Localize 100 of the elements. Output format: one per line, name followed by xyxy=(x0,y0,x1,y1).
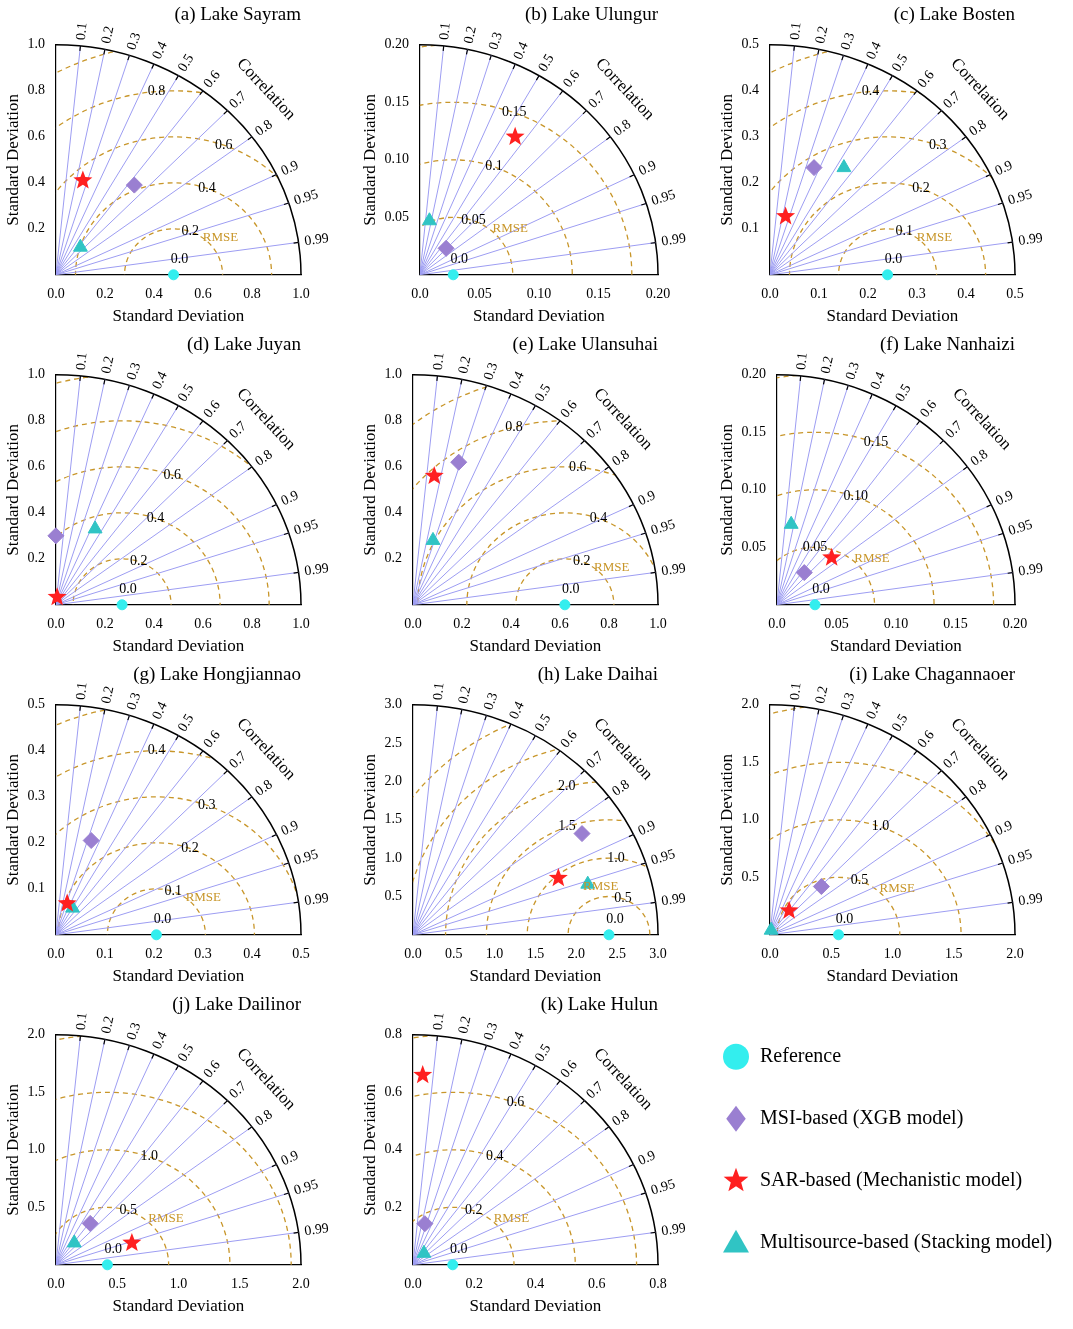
x-tick-label: 0.4 xyxy=(243,945,261,961)
annotation: 0.2 xyxy=(455,1014,474,1035)
annotation: 0.99 xyxy=(1017,229,1044,248)
x-tick-label: 1.0 xyxy=(169,1275,188,1291)
y-tick-label: 0.4 xyxy=(27,504,45,520)
x-tick-label: 0.1 xyxy=(96,945,114,961)
x-tick-label: 1.0 xyxy=(292,285,310,301)
y-tick-label: 2.5 xyxy=(384,734,402,750)
annotation: 0.2 xyxy=(98,24,117,45)
annotation: 0.3 xyxy=(480,690,501,712)
y-tick-label: 1.5 xyxy=(384,811,402,827)
y-tick-label: 0.5 xyxy=(741,868,759,884)
y-tick-label: 0.3 xyxy=(741,128,759,144)
y-tick-label: 0.2 xyxy=(384,550,402,566)
annotation: 0.3 xyxy=(842,360,862,382)
y-tick-label: 0.2 xyxy=(384,1198,402,1214)
x-tick-label: 0.10 xyxy=(883,615,909,631)
x-tick-label: 0.6 xyxy=(587,1275,606,1291)
x-tick-label: 0.0 xyxy=(47,945,65,961)
y-tick-label: 0.05 xyxy=(741,538,766,554)
annotation: 0.8 xyxy=(966,116,990,139)
annotation: 0.99 xyxy=(1017,890,1044,909)
x-tick-label: 0.0 xyxy=(761,945,779,961)
annotation: 0.4 xyxy=(148,699,170,722)
annotation: 0.2 xyxy=(98,1014,117,1035)
annotation: 0.1 xyxy=(72,351,90,371)
y-tick-label: 0.5 xyxy=(741,36,759,52)
chart-title: (f) Lake Nanhaizi xyxy=(879,333,1015,356)
annotation: 0.6 xyxy=(559,67,583,91)
annotation: 0.6 xyxy=(916,397,940,421)
annotation: 0.05 xyxy=(802,538,828,554)
annotation: 0.8 xyxy=(967,446,991,469)
annotation: 1.0 xyxy=(607,850,625,866)
annotation: 0.3 xyxy=(123,690,144,712)
y-tick-label: 0.5 xyxy=(27,696,45,712)
y-axis-title: Standard Deviation xyxy=(716,93,736,226)
annotation: 0.6 xyxy=(914,67,937,91)
x-tick-label: 0.2 xyxy=(453,615,471,631)
annotation: 0.4 xyxy=(862,699,884,722)
annotation: 0.3 xyxy=(123,360,144,382)
annotation: 0.8 xyxy=(147,83,166,99)
chart-title: (h) Lake Daihai xyxy=(537,663,658,686)
annotation: 0.2 xyxy=(181,840,199,856)
y-tick-label: 2.0 xyxy=(384,773,402,789)
annotation: 0.3 xyxy=(480,360,501,382)
annotation: 0.1 xyxy=(786,681,804,701)
x-tick-label: 1.0 xyxy=(883,945,902,961)
annotation: 0.5 xyxy=(614,890,632,906)
y-tick-label: 1.0 xyxy=(384,849,402,865)
x-tick-label: 0.4 xyxy=(957,285,975,301)
x-axis-title: Standard Deviation xyxy=(826,966,959,986)
y-tick-label: 1.0 xyxy=(27,366,45,382)
x-tick-label: 0.5 xyxy=(822,945,840,961)
y-tick-label: 0.2 xyxy=(27,220,45,236)
x-axis-title: Standard Deviation xyxy=(112,306,245,326)
x-tick-label: 0.8 xyxy=(649,1275,667,1291)
annotation: 1.0 xyxy=(140,1148,159,1164)
y-tick-label: 0.4 xyxy=(741,82,759,98)
y-axis-title: Standard Deviation xyxy=(716,753,736,886)
x-tick-label: 2.0 xyxy=(567,945,586,961)
y-tick-label: 3.0 xyxy=(384,696,402,712)
annotation: 0.8 xyxy=(610,116,634,139)
legend-label: MSI-based (XGB model) xyxy=(760,1106,964,1130)
annotation: 0.3 xyxy=(197,796,216,812)
annotation: 0.5 xyxy=(888,51,911,75)
y-tick-label: 0.6 xyxy=(384,458,402,474)
y2-axis-title: RMSE xyxy=(854,550,890,566)
annotation: 0.15 xyxy=(863,434,889,450)
annotation: 0.2 xyxy=(455,354,474,375)
y-tick-label: 0.15 xyxy=(741,423,766,439)
x-tick-label: 0.8 xyxy=(243,615,261,631)
y-tick-label: 0.6 xyxy=(27,458,45,474)
y2-axis-title: RMSE xyxy=(148,1210,184,1226)
annotation: 0.95 xyxy=(292,1176,320,1198)
chart-title: (c) Lake Bosten xyxy=(893,3,1016,26)
y-tick-label: 1.0 xyxy=(27,36,45,52)
y2-axis-title: RMSE xyxy=(493,1210,530,1226)
annotation: 0.5 xyxy=(850,872,869,888)
y-tick-label: 0.20 xyxy=(741,366,766,382)
x-tick-label: 0.05 xyxy=(467,285,492,301)
annotation: 0.95 xyxy=(649,1175,677,1198)
annotation: 0.4 xyxy=(510,39,531,62)
annotation: 0.5 xyxy=(174,711,197,735)
annotation: 0.9 xyxy=(993,487,1016,509)
chart-title: (a) Lake Sayram xyxy=(174,3,302,26)
x-tick-label: 0.3 xyxy=(194,945,212,961)
x-tick-label: 0.05 xyxy=(824,615,849,631)
x-tick-label: 2.5 xyxy=(608,945,626,961)
y-tick-label: 0.4 xyxy=(384,1141,402,1157)
annotation: 0.4 xyxy=(861,83,880,99)
annotation: 0.2 xyxy=(130,553,148,569)
annotation: 0.99 xyxy=(303,1220,330,1239)
annotation: 0.95 xyxy=(649,516,677,538)
annotation: 0.6 xyxy=(557,727,580,751)
x-tick-label: 0.4 xyxy=(145,285,163,301)
annotation: 0.1 xyxy=(429,351,447,371)
x-tick-label: 1.5 xyxy=(230,1275,249,1291)
legend-label: Reference xyxy=(760,1044,842,1067)
annotation: 0.4 xyxy=(862,39,884,62)
y-tick-label: 0.4 xyxy=(27,174,45,190)
